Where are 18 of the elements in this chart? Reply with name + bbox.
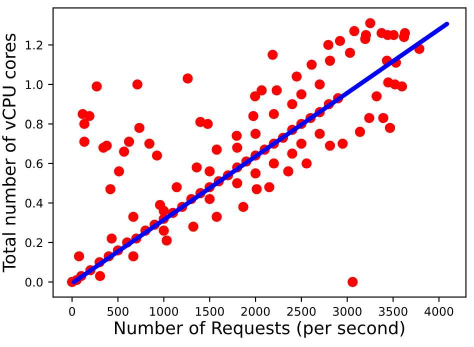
x-tick-label: 500 [108, 306, 128, 316]
x-tick-label: 3500 [378, 306, 408, 316]
y-tick-label: 0.4 [25, 198, 43, 208]
y-tick-label: 1.2 [26, 40, 42, 50]
x-tick-label: 2500 [287, 306, 316, 316]
y-tick-label: 1.0 [26, 80, 43, 90]
x-tick-label: 4000 [424, 306, 454, 316]
x-tick-label: 0 [69, 306, 76, 316]
y-axis-title: Total number of vCPU cores [2, 34, 16, 272]
y-tick-label: 0.0 [25, 278, 43, 287]
y-tick-label: 0.2 [25, 238, 42, 248]
x-tick-label: 1500 [196, 306, 224, 316]
y-tick-label: 0.8 [25, 120, 43, 129]
x-tick-label: 2000 [241, 306, 270, 316]
x-tick-label: 3000 [333, 306, 362, 316]
x-axis-title: Number of Requests (per second) [115, 320, 404, 338]
x-tick-label: 1000 [150, 306, 178, 316]
y-tick-label: 0.6 [25, 159, 43, 168]
